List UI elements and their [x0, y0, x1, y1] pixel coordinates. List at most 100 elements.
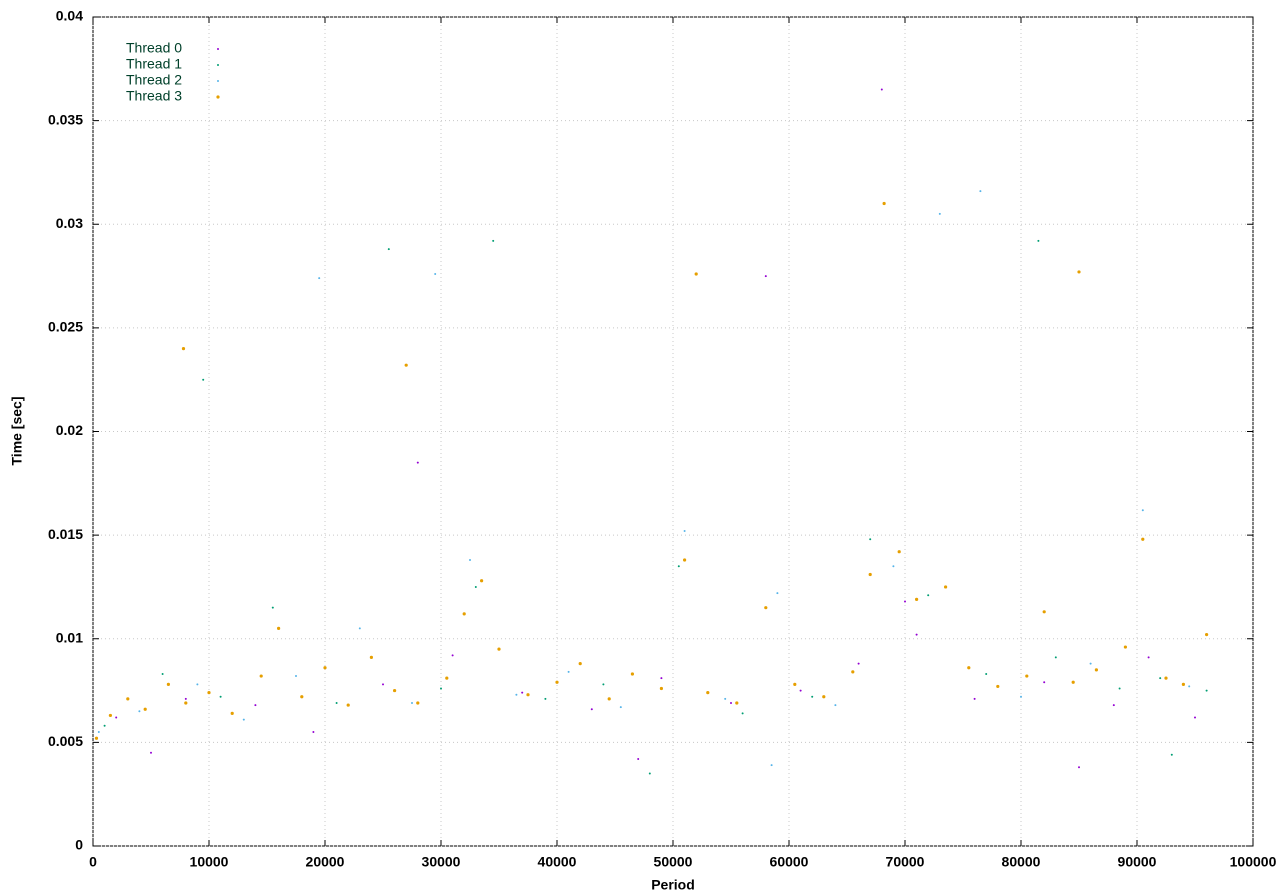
- data-point: [677, 565, 680, 568]
- data-point: [706, 691, 710, 695]
- x-tick-label: 90000: [1118, 854, 1157, 870]
- data-point: [915, 633, 918, 636]
- data-point: [166, 682, 170, 686]
- data-point: [115, 716, 118, 719]
- data-point: [1043, 681, 1046, 684]
- y-tick-label: 0.04: [56, 8, 83, 24]
- data-point: [770, 764, 773, 767]
- data-point: [300, 695, 304, 699]
- data-point: [196, 683, 199, 686]
- x-tick-label: 0: [89, 854, 97, 870]
- data-point: [904, 600, 906, 603]
- data-point: [776, 592, 779, 595]
- data-point: [741, 712, 744, 715]
- data-point: [973, 697, 976, 700]
- data-point: [480, 579, 484, 583]
- data-point: [683, 529, 686, 532]
- x-tick-label: 50000: [654, 854, 693, 870]
- data-point: [811, 695, 814, 698]
- data-point: [1194, 716, 1196, 719]
- data-point: [515, 693, 518, 696]
- data-point: [521, 691, 524, 694]
- data-point: [1188, 685, 1191, 688]
- data-point: [1112, 704, 1115, 707]
- data-point: [927, 594, 930, 597]
- data-point: [1089, 662, 1092, 665]
- data-point: [882, 201, 886, 206]
- data-point: [335, 701, 338, 704]
- data-point: [619, 706, 622, 709]
- data-point: [857, 662, 860, 665]
- data-point: [440, 687, 442, 690]
- data-point: [578, 662, 582, 666]
- data-point: [555, 680, 559, 684]
- data-point: [1094, 668, 1098, 672]
- data-point: [181, 347, 186, 351]
- data-point: [659, 686, 664, 691]
- data-point: [451, 654, 454, 657]
- data-point: [295, 675, 297, 678]
- data-point: [869, 538, 872, 541]
- data-point: [897, 550, 901, 554]
- y-tick-label: 0.025: [48, 319, 83, 335]
- x-tick-label: 80000: [1002, 854, 1041, 870]
- x-tick-label: 10000: [190, 854, 229, 870]
- data-point: [242, 718, 245, 721]
- data-point: [1159, 677, 1162, 680]
- data-point: [590, 708, 593, 711]
- data-point: [944, 585, 948, 589]
- data-point: [683, 558, 687, 562]
- y-tick-label: 0: [75, 837, 83, 853]
- data-point: [1020, 695, 1022, 698]
- data-point: [219, 695, 222, 698]
- data-point: [358, 627, 361, 630]
- data-point: [1042, 610, 1046, 614]
- x-tick-label: 30000: [422, 854, 461, 870]
- data-point: [630, 672, 635, 676]
- data-point: [393, 688, 397, 693]
- data-point: [369, 655, 373, 660]
- data-point: [184, 701, 188, 705]
- data-point: [822, 695, 826, 699]
- data-point: [637, 757, 640, 760]
- data-point: [404, 363, 408, 367]
- data-point: [202, 378, 205, 381]
- data-point: [323, 666, 327, 670]
- data-point: [416, 701, 420, 705]
- data-point: [94, 736, 99, 740]
- data-point: [416, 461, 419, 464]
- data-point: [445, 676, 449, 680]
- legend-label: Thread 0: [126, 40, 182, 56]
- data-point: [271, 606, 274, 609]
- data-point: [474, 585, 477, 588]
- data-point: [660, 677, 663, 680]
- data-point: [346, 703, 350, 707]
- data-point: [1054, 656, 1057, 659]
- legend-marker: [217, 64, 219, 66]
- y-tick-label: 0.03: [56, 215, 83, 231]
- x-tick-label: 40000: [538, 854, 577, 870]
- data-point: [462, 612, 466, 616]
- data-point: [97, 731, 100, 734]
- data-point: [143, 707, 147, 711]
- y-tick-label: 0.035: [48, 111, 83, 127]
- data-point: [1025, 674, 1029, 678]
- data-point: [567, 670, 570, 673]
- data-point: [254, 704, 257, 707]
- data-point: [985, 672, 988, 675]
- data-point: [1118, 687, 1121, 690]
- x-tick-label: 60000: [770, 854, 809, 870]
- y-tick-label: 0.015: [48, 526, 83, 542]
- data-point: [834, 704, 837, 707]
- data-point: [382, 683, 384, 686]
- legend-label: Thread 3: [126, 88, 182, 104]
- legend-marker: [217, 48, 219, 50]
- y-tick-label: 0.005: [48, 733, 83, 749]
- data-point: [648, 772, 651, 775]
- data-point: [497, 647, 501, 651]
- data-point: [892, 565, 895, 568]
- data-point: [1205, 633, 1209, 637]
- data-point: [724, 697, 727, 700]
- data-point: [318, 277, 321, 280]
